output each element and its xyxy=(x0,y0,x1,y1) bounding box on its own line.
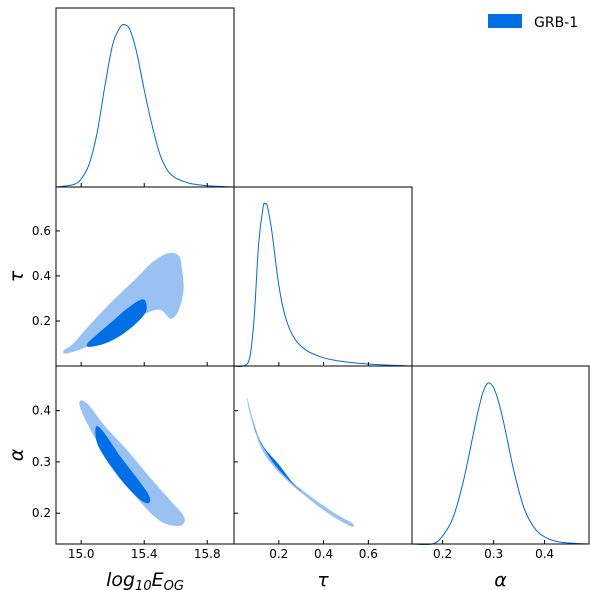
legend-swatch xyxy=(488,14,522,28)
x-tick-label-logE: 15.0 xyxy=(68,547,95,561)
axis-label-layer: log10EOG τ ατα xyxy=(6,270,508,590)
y-tick-label-alpha: 0.4 xyxy=(32,404,51,418)
legend: GRB-1 xyxy=(488,14,578,31)
x-axis-label-tau: τ xyxy=(317,569,329,590)
marginal-curve-alpha xyxy=(411,382,590,546)
x-tick-label-tau: 0.4 xyxy=(314,547,333,561)
marginal-curve-logE xyxy=(55,23,235,188)
x-axis-label-alpha: α xyxy=(494,569,507,590)
x-tick-label-tau: 0.6 xyxy=(359,547,378,561)
legend-label: GRB-1 xyxy=(534,15,578,31)
marginal-layer xyxy=(55,23,590,546)
tick-layer: 15.0 15.4 15.8 0.2 0.4 0.6 0.2 0.3 0.4 0.2 0.4 0.6 0… xyxy=(32,183,554,561)
x-tick-label-logE: 15.4 xyxy=(131,547,158,561)
y-tick-label-alpha: 0.2 xyxy=(32,506,51,520)
x-tick-label-alpha: 0.2 xyxy=(433,547,452,561)
contour-68-logE-alpha xyxy=(95,426,151,504)
panel-frames xyxy=(55,7,590,545)
y-axis-label-alpha: α xyxy=(6,448,28,461)
contour-95-logE-tau xyxy=(63,252,184,354)
x-tick-label-logE: 15.8 xyxy=(194,547,221,561)
contour-95-logE-alpha xyxy=(79,400,185,527)
marginal-curve-tau xyxy=(233,202,413,368)
y-axis-label-tau: τ xyxy=(6,270,28,282)
y-tick-label-tau: 0.2 xyxy=(32,314,51,328)
x-tick-label-alpha: 0.4 xyxy=(535,547,554,561)
contour-layer xyxy=(63,252,355,527)
y-tick-label-tau: 0.4 xyxy=(32,269,51,283)
y-tick-label-alpha: 0.3 xyxy=(32,455,51,469)
panel-frame-alpha-alpha xyxy=(411,365,590,545)
x-tick-label-tau: 0.2 xyxy=(269,547,288,561)
contour-68-logE-tau xyxy=(86,299,147,347)
x-tick-label-alpha: 0.3 xyxy=(484,547,503,561)
y-tick-label-tau: 0.6 xyxy=(32,224,51,238)
